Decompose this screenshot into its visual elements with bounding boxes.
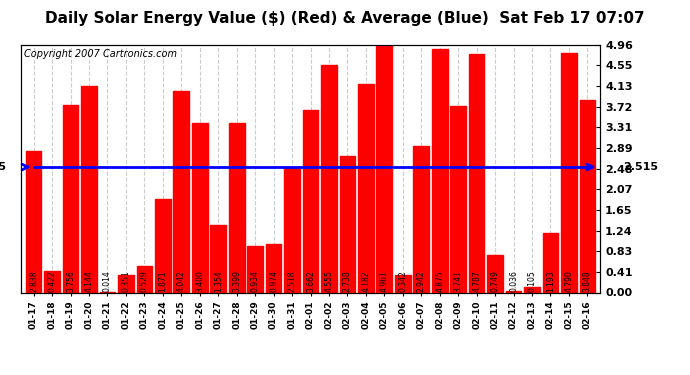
Text: 4.787: 4.787 [472,270,481,292]
Text: 1.871: 1.871 [158,270,168,292]
Text: 0.014: 0.014 [103,270,112,292]
Text: 1.354: 1.354 [214,270,223,292]
Text: 2.838: 2.838 [29,270,38,292]
Bar [284,167,300,292]
Text: 3.756: 3.756 [66,270,75,292]
Bar [358,84,374,292]
Text: 3.848: 3.848 [583,270,592,292]
Text: 2.942: 2.942 [417,270,426,292]
Text: 0.036: 0.036 [509,270,518,292]
Text: 0.974: 0.974 [269,270,278,292]
Text: 0.749: 0.749 [491,270,500,292]
Text: 3.399: 3.399 [232,270,241,292]
Bar [266,244,282,292]
Bar [81,86,97,292]
Text: 0.351: 0.351 [121,270,130,292]
Text: 2.518: 2.518 [288,270,297,292]
Bar [321,65,337,292]
Bar [413,146,429,292]
Bar [44,272,60,292]
Bar [173,91,189,292]
Bar [377,45,392,292]
Text: 0.422: 0.422 [48,270,57,292]
Text: 3.400: 3.400 [195,270,204,292]
Bar [210,225,226,292]
Text: 0.529: 0.529 [140,270,149,292]
Bar [451,106,466,292]
Text: Daily Solar Energy Value ($) (Red) & Average (Blue)  Sat Feb 17 07:07: Daily Solar Energy Value ($) (Red) & Ave… [45,11,645,26]
Bar [118,275,134,292]
Text: 4.555: 4.555 [324,270,333,292]
Text: 3.741: 3.741 [453,270,463,292]
Bar [247,246,263,292]
Bar [580,100,595,292]
Text: 4.961: 4.961 [380,270,389,292]
Text: 1.193: 1.193 [546,270,555,292]
Text: 4.042: 4.042 [177,270,186,292]
Bar [561,54,577,292]
Bar [524,287,540,292]
Text: Copyright 2007 Cartronics.com: Copyright 2007 Cartronics.com [23,49,177,59]
Bar [229,123,244,292]
Bar [26,151,41,292]
Bar [137,266,152,292]
Bar [432,49,448,292]
Bar [469,54,484,292]
Text: 4.790: 4.790 [564,270,573,292]
Bar [487,255,503,292]
Bar [506,291,522,292]
Text: 2.738: 2.738 [343,270,352,292]
Bar [303,110,318,292]
Bar [542,233,558,292]
Text: 3.662: 3.662 [306,270,315,292]
Text: 0.342: 0.342 [398,270,407,292]
Text: 0.934: 0.934 [250,270,259,292]
Text: 2.515: 2.515 [624,162,658,172]
Text: 4.144: 4.144 [84,270,94,292]
Bar [192,123,208,292]
Text: 0.105: 0.105 [527,270,537,292]
Bar [339,156,355,292]
Bar [395,275,411,292]
Text: 4.182: 4.182 [362,270,371,292]
Text: 2.515: 2.515 [0,162,6,172]
Bar [155,199,170,292]
Bar [63,105,79,292]
Text: 4.875: 4.875 [435,270,444,292]
